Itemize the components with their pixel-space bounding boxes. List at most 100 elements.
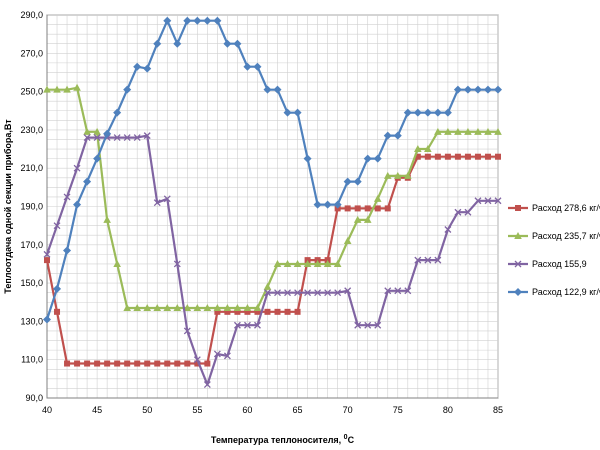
- data-point: [153, 303, 162, 311]
- data-point: [414, 153, 421, 160]
- data-point: [474, 197, 482, 205]
- data-point: [144, 360, 151, 367]
- data-point: [334, 289, 342, 297]
- series-3: [43, 132, 502, 389]
- data-point: [423, 108, 432, 117]
- data-point: [214, 308, 221, 315]
- data-point: [454, 153, 461, 160]
- data-point: [515, 205, 521, 211]
- data-point: [433, 108, 442, 117]
- series-line: [47, 86, 498, 310]
- data-point: [464, 208, 472, 216]
- data-point: [494, 127, 502, 135]
- data-point: [364, 321, 372, 329]
- data-point: [83, 177, 92, 186]
- data-point: [103, 215, 111, 223]
- data-point: [233, 39, 242, 48]
- data-point: [514, 288, 522, 296]
- x-tick-label: 45: [92, 405, 102, 415]
- series-line: [45, 134, 498, 386]
- data-point: [203, 303, 212, 311]
- x-axis-title-sup: 0: [344, 434, 348, 441]
- data-point: [374, 205, 381, 212]
- data-point: [124, 360, 131, 367]
- data-point: [114, 360, 121, 367]
- data-point: [444, 226, 452, 233]
- data-point: [104, 360, 111, 367]
- x-tick-label: 80: [443, 405, 453, 415]
- legend-item: Расход 155,9: [508, 259, 587, 269]
- data-point: [133, 62, 142, 71]
- data-point: [313, 259, 322, 267]
- data-point: [344, 205, 351, 212]
- data-point: [484, 153, 491, 160]
- x-tick-label: 40: [42, 405, 52, 415]
- data-point: [83, 127, 91, 135]
- data-point: [383, 171, 392, 179]
- data-point: [484, 127, 492, 135]
- data-point: [143, 64, 152, 73]
- data-point: [363, 215, 372, 223]
- data-point: [243, 321, 251, 329]
- data-point: [414, 145, 422, 153]
- data-point: [273, 259, 282, 267]
- data-point: [63, 193, 71, 201]
- data-point: [464, 153, 471, 160]
- data-point: [434, 256, 442, 264]
- data-point: [233, 303, 242, 311]
- data-point: [333, 200, 342, 209]
- x-tick-label: 70: [343, 405, 353, 415]
- data-point: [194, 360, 201, 367]
- data-point: [374, 321, 382, 329]
- data-point: [244, 308, 251, 315]
- data-point: [173, 260, 181, 268]
- data-point: [414, 256, 422, 264]
- data-point: [284, 308, 291, 315]
- data-point: [353, 215, 362, 223]
- data-point: [103, 129, 112, 138]
- data-point: [333, 259, 342, 267]
- data-point: [53, 85, 61, 93]
- data-point: [233, 321, 241, 329]
- data-point: [494, 85, 502, 94]
- data-point: [394, 287, 402, 295]
- data-point: [53, 222, 61, 230]
- gridlines: [46, 14, 499, 399]
- data-point: [73, 164, 81, 172]
- data-point: [193, 356, 201, 364]
- data-point: [294, 308, 301, 315]
- y-tick-label: 170,0: [20, 240, 43, 250]
- data-point: [263, 85, 272, 94]
- data-point: [203, 16, 212, 25]
- data-point: [213, 16, 222, 25]
- data-point: [213, 350, 221, 358]
- data-point: [483, 85, 492, 94]
- data-point: [314, 289, 322, 297]
- data-point: [274, 308, 281, 315]
- x-tick-label: 85: [493, 405, 503, 415]
- data-point: [134, 360, 141, 367]
- data-point: [363, 154, 372, 163]
- data-point: [223, 352, 231, 360]
- legend-label: Расход 155,9: [532, 259, 587, 269]
- data-point: [324, 289, 332, 297]
- data-point: [453, 85, 462, 94]
- data-point: [174, 360, 181, 367]
- data-point: [254, 308, 261, 315]
- data-point: [223, 39, 232, 48]
- data-point: [344, 287, 352, 295]
- data-point: [163, 195, 171, 203]
- data-point: [203, 381, 211, 389]
- data-point: [83, 134, 91, 142]
- data-point: [284, 289, 291, 297]
- legend-label: Расход 235,7 кг/ч: [532, 231, 600, 241]
- data-point: [74, 360, 81, 367]
- data-point: [123, 85, 132, 94]
- data-point: [94, 360, 101, 367]
- legend-item: Расход 278,6 кг/ч: [508, 203, 600, 213]
- data-point: [424, 145, 432, 153]
- data-point: [454, 208, 462, 216]
- series-2: [43, 83, 502, 311]
- data-point: [473, 85, 482, 94]
